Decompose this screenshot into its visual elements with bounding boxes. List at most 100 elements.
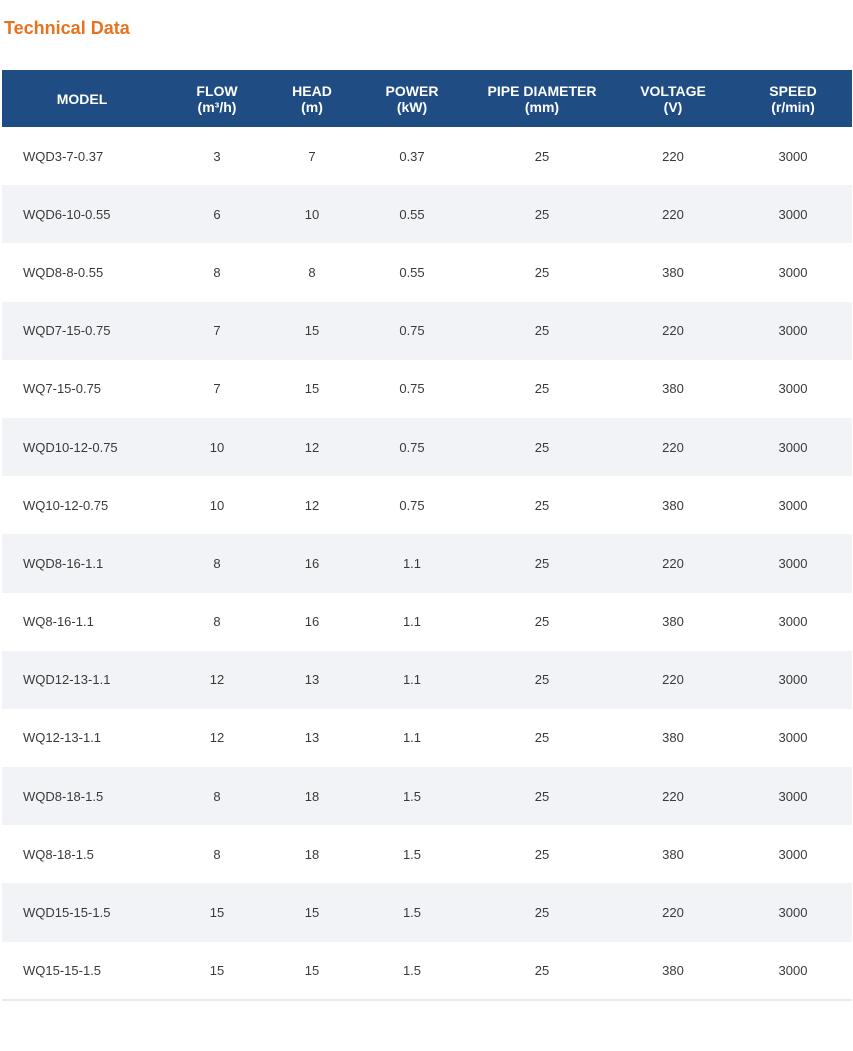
flow-cell: 10: [209, 497, 225, 513]
power-cell: 1.5: [402, 963, 422, 979]
speed-cell: 3000: [778, 381, 808, 397]
speed-cell: 3000: [778, 148, 808, 164]
power-cell: 1.1: [402, 555, 422, 571]
voltage-cell: 220: [662, 323, 684, 339]
table-row: WQD8-18-1.5 8 18 1.5 25 220 3000: [2, 767, 852, 826]
table-row: WQD10-12-0.75 10 12 0.75 25 220 3000: [2, 417, 852, 477]
model-cell: WQ10-12-0.75: [23, 497, 109, 513]
flow-cell: 3: [213, 148, 221, 164]
speed-cell: 3000: [778, 788, 808, 804]
table-row: WQ12-13-1.1 12 13 1.1 25 380 3000: [2, 709, 852, 767]
power-cell: 1.1: [402, 614, 422, 630]
table-row: WQ8-18-1.5 8 18 1.5 25 380 3000: [2, 825, 852, 883]
voltage-cell: 220: [662, 206, 684, 222]
column-header-speed: SPEED (r/min): [769, 82, 817, 115]
head-cell: 15: [304, 381, 320, 397]
model-cell: WQ12-13-1.1: [23, 730, 102, 746]
table-row: WQD8-8-0.55 8 8 0.55 25 380 3000: [2, 243, 852, 301]
flow-cell: 8: [213, 555, 221, 571]
model-cell: WQD10-12-0.75: [23, 439, 118, 455]
flow-cell: 10: [209, 439, 225, 455]
speed-cell: 3000: [778, 672, 808, 688]
column-header-pipe-diameter: PIPE DIAMETER (mm): [487, 82, 597, 115]
flow-cell: 15: [209, 905, 225, 921]
table-bottom-divider: [2, 999, 852, 1001]
model-cell: WQ15-15-1.5: [23, 963, 102, 979]
head-cell: 13: [304, 730, 320, 746]
model-cell: WQD12-13-1.1: [23, 672, 111, 688]
pipe-diameter-cell: 25: [534, 439, 550, 455]
flow-cell: 8: [213, 264, 221, 280]
table-header-row: MODEL FLOW (m³/h) HEAD (m) POWER (kW) PIPE …: [2, 70, 852, 127]
pipe-diameter-cell: 25: [534, 788, 550, 804]
pipe-diameter-cell: 25: [534, 497, 550, 513]
voltage-cell: 220: [662, 148, 684, 164]
table-body: WQD3-7-0.37 3 7 0.37 25 220 3000 WQD6-10-0.55 6 1…: [2, 127, 852, 1000]
model-cell: WQ8-18-1.5: [23, 846, 94, 862]
model-cell: WQ7-15-0.75: [23, 381, 102, 397]
head-cell: 8: [308, 264, 316, 280]
table-row: WQ7-15-0.75 7 15 0.75 25 380 3000: [2, 360, 852, 418]
voltage-cell: 220: [662, 439, 684, 455]
flow-cell: 12: [209, 730, 225, 746]
flow-cell: 15: [209, 963, 225, 979]
model-cell: WQD7-15-0.75: [23, 323, 111, 339]
speed-cell: 3000: [778, 206, 808, 222]
pipe-diameter-cell: 25: [534, 730, 550, 746]
pipe-diameter-cell: 25: [534, 846, 550, 862]
page-title: Technical Data: [4, 18, 130, 38]
power-cell: 1.1: [402, 730, 422, 746]
speed-cell: 3000: [778, 497, 808, 513]
power-cell: 0.55: [399, 206, 425, 222]
speed-cell: 3000: [778, 264, 808, 280]
pipe-diameter-cell: 25: [534, 672, 550, 688]
head-cell: 7: [308, 148, 316, 164]
power-cell: 1.5: [402, 788, 422, 804]
pipe-diameter-cell: 25: [534, 614, 550, 630]
voltage-cell: 380: [662, 381, 684, 397]
head-cell: 18: [304, 788, 320, 804]
flow-cell: 12: [209, 672, 225, 688]
model-cell: WQD8-8-0.55: [23, 264, 104, 280]
voltage-cell: 380: [662, 963, 684, 979]
speed-cell: 3000: [778, 730, 808, 746]
head-cell: 12: [304, 439, 320, 455]
table-row: WQD3-7-0.37 3 7 0.37 25 220 3000: [2, 127, 852, 185]
head-cell: 15: [304, 323, 320, 339]
pipe-diameter-cell: 25: [534, 264, 550, 280]
column-header-head: HEAD (m): [292, 82, 332, 115]
power-cell: 0.75: [399, 381, 425, 397]
column-header-flow: FLOW (m³/h): [196, 82, 238, 115]
table-row: WQD12-13-1.1 12 13 1.1 25 220 3000: [2, 650, 852, 709]
model-cell: WQD15-15-1.5: [23, 905, 111, 921]
table-row: WQD7-15-0.75 7 15 0.75 25 220 3000: [2, 301, 852, 360]
technical-data-table: MODEL FLOW (m³/h) HEAD (m) POWER (kW) PIPE …: [2, 70, 852, 1000]
voltage-cell: 220: [662, 672, 684, 688]
head-cell: 13: [304, 672, 320, 688]
pipe-diameter-cell: 25: [534, 555, 550, 571]
flow-cell: 8: [213, 846, 221, 862]
voltage-cell: 380: [662, 264, 684, 280]
speed-cell: 3000: [778, 323, 808, 339]
head-cell: 15: [304, 905, 320, 921]
table-row: WQ15-15-1.5 15 15 1.5 25 380 3000: [2, 942, 852, 1000]
head-cell: 12: [304, 497, 320, 513]
flow-cell: 8: [213, 788, 221, 804]
power-cell: 0.75: [399, 497, 425, 513]
flow-cell: 7: [213, 381, 221, 397]
voltage-cell: 380: [662, 730, 684, 746]
table-row: WQD15-15-1.5 15 15 1.5 25 220 3000: [2, 883, 852, 942]
power-cell: 1.5: [402, 905, 422, 921]
pipe-diameter-cell: 25: [534, 323, 550, 339]
speed-cell: 3000: [778, 555, 808, 571]
voltage-cell: 380: [662, 497, 684, 513]
head-cell: 16: [304, 555, 320, 571]
voltage-cell: 220: [662, 555, 684, 571]
pipe-diameter-cell: 25: [534, 148, 550, 164]
voltage-cell: 220: [662, 905, 684, 921]
pipe-diameter-cell: 25: [534, 905, 550, 921]
flow-cell: 7: [213, 323, 221, 339]
power-cell: 0.37: [399, 148, 425, 164]
head-cell: 18: [304, 846, 320, 862]
column-header-model: MODEL: [56, 90, 108, 107]
